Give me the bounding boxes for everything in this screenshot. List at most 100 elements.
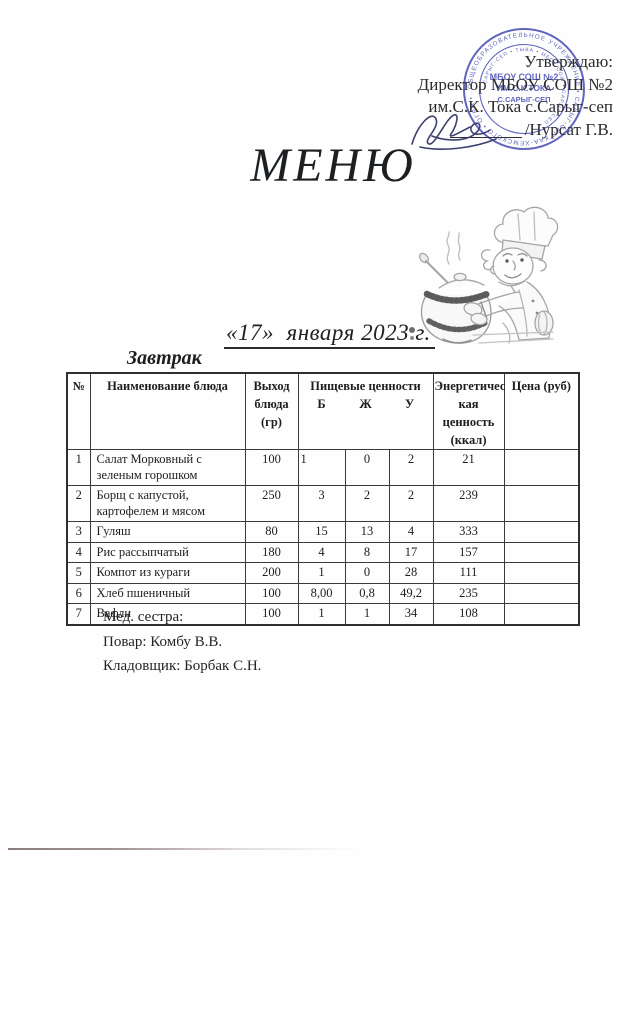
meal-heading: Завтрак bbox=[127, 347, 202, 369]
cell-n: 3 bbox=[66, 521, 91, 543]
col-energy: Энергетичес кая ценность (ккал) bbox=[432, 372, 506, 450]
towel-icon bbox=[534, 310, 554, 336]
cell-n: 5 bbox=[66, 562, 91, 584]
col-output-l1: Выход bbox=[253, 379, 290, 393]
cell-price bbox=[503, 562, 580, 584]
school-stamp-icon: ОБЩЕОБРАЗОВАТЕЛЬНОЕ УЧРЕЖДЕНИЕ • САРЫГ-С… bbox=[463, 28, 585, 150]
chef-illustration bbox=[418, 206, 559, 344]
cell-zh: 1 bbox=[344, 603, 390, 625]
cell-u: 17 bbox=[388, 541, 434, 563]
cell-u: 2 bbox=[388, 449, 434, 486]
approval-block: Утверждаю: Директор МБОУ СОШ №2 им.С.К. … bbox=[293, 51, 613, 141]
cell-dish: Гуляш bbox=[89, 521, 246, 543]
cell-b: 8,00 bbox=[297, 582, 346, 604]
menu-table: № Наименование блюда Выход блюда (гр) Пи… bbox=[66, 372, 581, 626]
cell-b: 1 bbox=[297, 562, 346, 584]
cell-out: 100 bbox=[244, 603, 299, 625]
scan-artifact-line bbox=[8, 848, 448, 850]
cell-n: 1 bbox=[66, 449, 91, 486]
cell-out: 80 bbox=[244, 521, 299, 543]
cell-zh: 8 bbox=[344, 541, 390, 563]
table-row: 4 Рис рассыпчатый 180 4 8 17 157 bbox=[66, 541, 580, 563]
scan-artifact-dot bbox=[410, 336, 414, 340]
cell-out: 100 bbox=[244, 449, 299, 486]
table-row: 7 Вафли 100 1 1 34 108 bbox=[66, 603, 580, 625]
footer-med-sister: Мед. сестра: bbox=[103, 609, 184, 625]
nutrition-subcolumns: Б Ж У bbox=[300, 395, 432, 413]
cell-b: 3 bbox=[297, 485, 346, 522]
signature-name: /Нурсат Г.В. bbox=[524, 119, 613, 139]
col-output-l3: (гр) bbox=[261, 415, 282, 429]
cell-dish: Компот из кураги bbox=[89, 562, 246, 584]
signatories: Мед. сестра: Повар: Комбу В.В. Кладовщик… bbox=[103, 605, 261, 679]
cell-price bbox=[503, 582, 580, 604]
cell-price bbox=[503, 485, 580, 522]
cell-b: 4 bbox=[297, 541, 346, 563]
cell-zh: 0 bbox=[344, 449, 390, 486]
col-price: Цена (руб) bbox=[503, 372, 580, 450]
chef-hat-icon bbox=[493, 206, 559, 247]
table-row: 5 Компот из кураги 200 1 0 28 111 bbox=[66, 562, 580, 584]
page-title: МЕНЮ bbox=[250, 139, 416, 192]
cell-kcal: 235 bbox=[432, 582, 505, 604]
cell-u: 28 bbox=[388, 562, 434, 584]
col-carbs: У bbox=[404, 397, 415, 411]
cell-n: 2 bbox=[66, 485, 91, 522]
cell-out: 200 bbox=[244, 562, 299, 584]
cell-dish: Хлеб пшеничный bbox=[89, 582, 246, 604]
stamp-outer-ring bbox=[463, 28, 585, 150]
col-energy-l1: Энергетичес bbox=[434, 379, 506, 393]
cell-price bbox=[503, 541, 580, 563]
table-row: 6 Хлеб пшеничный 100 8,00 0,8 49,2 235 bbox=[66, 582, 580, 604]
menu-table-body: 1 Салат Морковный с зеленым горошком 100 1 0… bbox=[66, 449, 580, 625]
col-protein: Б bbox=[317, 397, 326, 411]
col-output-l2: блюда bbox=[254, 397, 289, 411]
cell-price bbox=[503, 603, 580, 625]
cell-kcal: 157 bbox=[432, 541, 505, 563]
signature-line bbox=[449, 126, 522, 138]
cell-b: 1 bbox=[297, 449, 346, 486]
chef-face bbox=[492, 247, 534, 285]
cell-u: 2 bbox=[388, 485, 434, 522]
cell-dish: Вафли bbox=[89, 603, 246, 625]
col-nutrition-label: Пищевые ценности bbox=[310, 379, 421, 393]
cell-u: 49,2 bbox=[388, 582, 434, 604]
approval-line-school: им.С.К. Тока с.Сарыг-сеп bbox=[428, 97, 613, 116]
cell-dish: Борщ с капустой, картофелем и мясом bbox=[89, 485, 246, 522]
stamp-inner-ring bbox=[478, 43, 570, 135]
cell-zh: 0,8 bbox=[344, 582, 390, 604]
pot-rim bbox=[423, 290, 491, 304]
col-number: № bbox=[66, 372, 91, 450]
menu-date: «17» января 2023 г. bbox=[224, 320, 435, 349]
cell-u: 34 bbox=[388, 603, 434, 625]
cell-n: 7 bbox=[66, 603, 91, 625]
cell-dish: Салат Морковный с зеленым горошком bbox=[89, 449, 246, 486]
table-header-row: № Наименование блюда Выход блюда (гр) Пи… bbox=[66, 372, 580, 450]
cell-zh: 0 bbox=[344, 562, 390, 584]
stamp-center-line1: МБОУ СОШ №2 bbox=[490, 72, 559, 82]
col-energy-l3: (ккал) bbox=[450, 433, 487, 447]
table-row: 3 Гуляш 80 15 13 4 333 bbox=[66, 521, 580, 543]
approval-line-director: Директор МБОУ СОШ №2 bbox=[417, 74, 613, 94]
approval-line-signature: /Нурсат Г.В. bbox=[293, 119, 613, 142]
cell-b: 15 bbox=[297, 521, 346, 543]
cell-price bbox=[503, 449, 580, 486]
cell-kcal: 108 bbox=[432, 603, 505, 625]
steam-icon bbox=[446, 231, 450, 265]
cell-out: 100 bbox=[244, 582, 299, 604]
footer-storekeeper: Кладовщик: Борбак С.Н. bbox=[103, 658, 262, 674]
cell-b: 1 bbox=[297, 603, 346, 625]
approval-line-approve: Утверждаю: bbox=[524, 52, 613, 71]
chef-hands bbox=[463, 302, 483, 316]
cell-out: 180 bbox=[244, 541, 299, 563]
cell-out: 250 bbox=[244, 485, 299, 522]
col-output: Выход блюда (гр) bbox=[244, 372, 299, 450]
cell-price bbox=[503, 521, 580, 543]
cell-kcal: 21 bbox=[432, 449, 505, 486]
scan-artifact-dot bbox=[409, 327, 415, 333]
cell-u: 4 bbox=[388, 521, 434, 543]
col-fat: Ж bbox=[359, 397, 372, 411]
cell-n: 4 bbox=[66, 541, 91, 563]
cell-zh: 2 bbox=[344, 485, 390, 522]
